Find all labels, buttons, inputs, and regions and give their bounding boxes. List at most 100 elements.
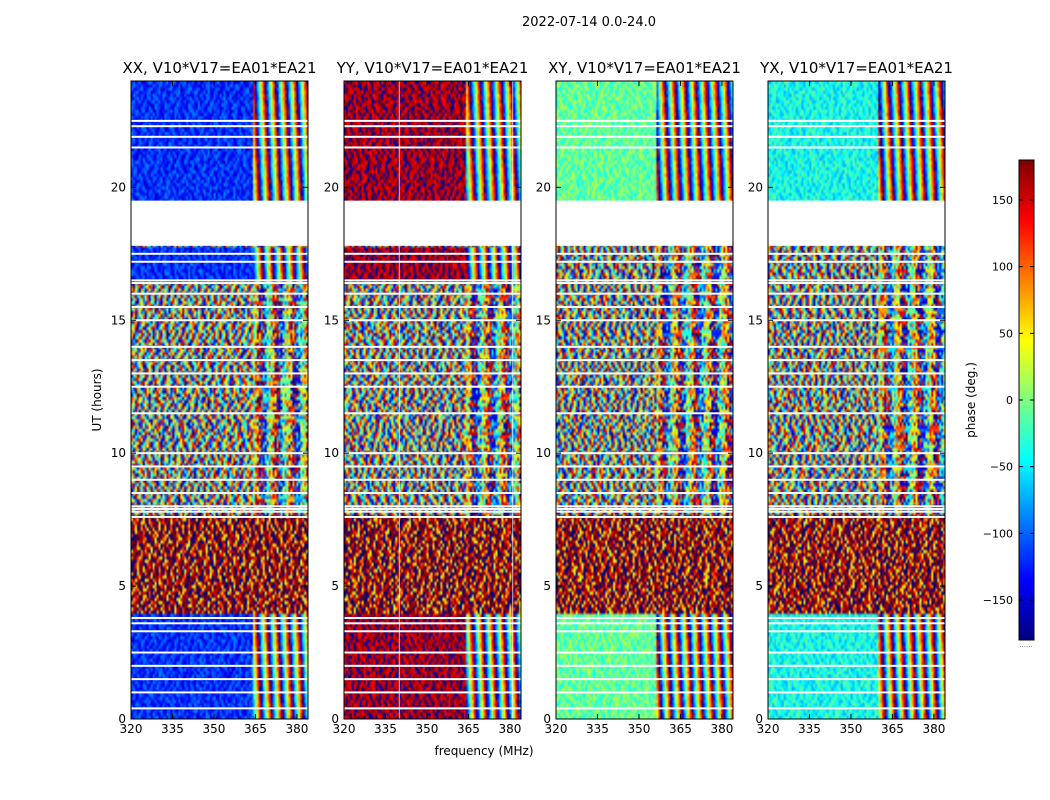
flagged-row <box>556 345 733 348</box>
flagged-row <box>131 292 308 295</box>
flagged-row <box>768 359 945 362</box>
flagged-row <box>131 146 308 149</box>
flagged-band <box>768 200 945 246</box>
flagged-row <box>344 616 521 619</box>
flagged-row <box>131 492 308 495</box>
flagged-row <box>556 412 733 415</box>
flagged-row <box>556 385 733 388</box>
phase-heatmap <box>344 81 521 719</box>
y-tick-label: 5 <box>543 579 551 593</box>
flagged-row <box>344 691 521 694</box>
colorbar-tick-label: 0 <box>1006 394 1013 407</box>
flagged-row <box>131 510 308 513</box>
y-tick-label: 10 <box>324 446 339 460</box>
flagged-row <box>344 678 521 681</box>
y-tick-label: 20 <box>748 180 763 194</box>
panel: XX, V10*V17=EA01*EA21 320 335 350 365 380 0 5 10… <box>111 59 317 736</box>
x-tick-label: 320 <box>120 722 143 736</box>
flagged-row <box>556 119 733 122</box>
flagged-row <box>768 630 945 633</box>
x-tick-label: 320 <box>757 722 780 736</box>
flagged-row <box>768 478 945 481</box>
flagged-row <box>556 515 733 518</box>
x-tick-label: 320 <box>333 722 356 736</box>
flagged-row <box>556 452 733 455</box>
y-tick-label: 15 <box>748 313 763 327</box>
flagged-row <box>768 412 945 415</box>
y-tick-label: 10 <box>536 446 551 460</box>
flagged-row <box>131 319 308 322</box>
flagged-row <box>131 515 308 518</box>
flagged-row <box>131 691 308 694</box>
flagged-row <box>344 507 521 510</box>
flagged-row <box>344 707 521 710</box>
flagged-row <box>131 622 308 625</box>
panel-title: XX, V10*V17=EA01*EA21 <box>122 59 316 77</box>
panel-title: XY, V10*V17=EA01*EA21 <box>548 59 741 77</box>
flagged-row <box>768 707 945 710</box>
flagged-row <box>344 345 521 348</box>
flagged-row <box>768 279 945 282</box>
flagged-band <box>344 200 521 246</box>
flagged-row <box>131 507 308 510</box>
flagged-row <box>556 492 733 495</box>
flagged-row <box>131 385 308 388</box>
y-tick-label: 15 <box>324 313 339 327</box>
flagged-column <box>398 81 400 719</box>
flagged-row <box>556 478 733 481</box>
flagged-row <box>768 292 945 295</box>
flagged-row <box>131 707 308 710</box>
flagged-row <box>344 119 521 122</box>
flagged-row <box>768 260 945 263</box>
flagged-row <box>344 292 521 295</box>
flagged-row <box>131 412 308 415</box>
panel-frame <box>767 80 946 720</box>
flagged-row <box>131 125 308 128</box>
colorbar-ticks: −150 −100 −50 0 50 100 150 <box>983 194 1034 607</box>
flagged-row <box>344 319 521 322</box>
flagged-row <box>131 119 308 122</box>
flagged-row <box>344 664 521 667</box>
x-tick-label: 335 <box>586 722 609 736</box>
y-tick-label: 0 <box>543 712 551 726</box>
x-tick-label: 365 <box>244 722 267 736</box>
flagged-row <box>131 282 308 285</box>
flagged-row <box>131 279 308 282</box>
flagged-row <box>344 385 521 388</box>
flagged-row <box>768 515 945 518</box>
y-tick-label: 15 <box>536 313 551 327</box>
flagged-row <box>768 125 945 128</box>
y-tick-label: 0 <box>755 712 763 726</box>
flagged-row <box>556 505 733 508</box>
panel-frame <box>555 80 734 720</box>
flagged-row <box>556 260 733 263</box>
flagged-row <box>344 359 521 362</box>
flagged-row <box>556 630 733 633</box>
flagged-row <box>768 465 945 468</box>
flagged-row <box>556 465 733 468</box>
flagged-row <box>768 345 945 348</box>
flagged-row <box>131 478 308 481</box>
flagged-row <box>344 282 521 285</box>
flagged-row <box>344 465 521 468</box>
flagged-row <box>131 505 308 508</box>
flagged-row <box>768 651 945 654</box>
flagged-row <box>131 345 308 348</box>
flagged-row <box>556 372 733 375</box>
x-axis-label: frequency (MHz) <box>434 744 533 758</box>
flagged-row <box>556 292 733 295</box>
flagged-row <box>344 279 521 282</box>
flagged-row <box>344 412 521 415</box>
flagged-row <box>768 678 945 681</box>
panel-title: YX, V10*V17=EA01*EA21 <box>759 59 953 77</box>
flagged-row <box>344 452 521 455</box>
panel-frame <box>343 80 522 720</box>
panels: XX, V10*V17=EA01*EA21 320 335 350 365 380 0 5 10… <box>111 59 953 736</box>
x-tick-label: 380 <box>285 722 308 736</box>
x-tick-label: 335 <box>161 722 184 736</box>
y-axis-label: UT (hours) <box>90 368 104 431</box>
colorbar-tick-label: −50 <box>990 461 1013 474</box>
y-tick-label: 20 <box>536 180 551 194</box>
flagged-row <box>556 282 733 285</box>
